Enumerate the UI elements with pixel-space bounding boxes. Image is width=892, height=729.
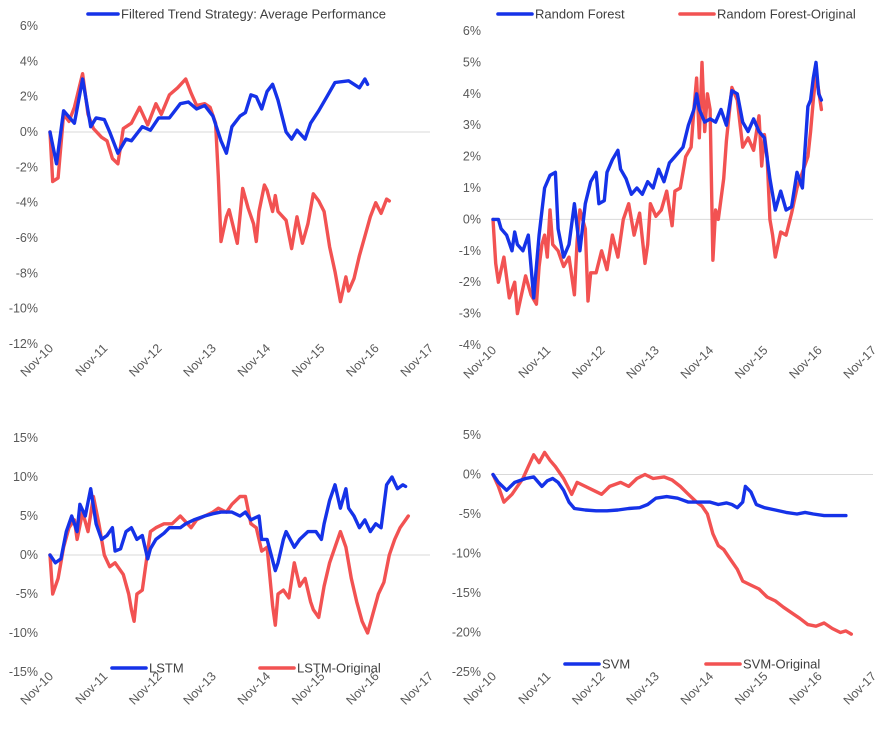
y-tick-label: 4% bbox=[20, 54, 38, 68]
chart-svm: 5%0%-5%-10%-15%-20%-25%Nov-10 Nov-11 Nov-1… bbox=[452, 428, 879, 708]
y-tick-label: -10% bbox=[452, 547, 481, 561]
x-tick-label: Nov-16 bbox=[786, 669, 824, 707]
y-tick-label: -2% bbox=[16, 160, 38, 174]
x-tick-label: Nov-17 bbox=[398, 341, 436, 379]
series-line-svm-original bbox=[491, 450, 853, 636]
y-tick-label: 2% bbox=[463, 150, 481, 164]
series-line-random-forest-original bbox=[48, 72, 391, 304]
y-tick-label: -4% bbox=[459, 338, 481, 352]
chart-filtered-trend: 6%4%2%0%-2%-4%-6%-8%-10%-12%Nov-10 Nov-11… bbox=[9, 7, 436, 380]
chart-random-forest: 6%5%4%3%2%1%0%-1%-2%-3%-4%Nov-10 Nov-11 No… bbox=[459, 7, 879, 382]
y-tick-label: 5% bbox=[20, 509, 38, 523]
y-tick-label: -20% bbox=[452, 626, 481, 640]
x-tick-label: Nov-13 bbox=[624, 669, 662, 707]
legend-label: SVM-Original bbox=[743, 657, 820, 672]
x-tick-label: Nov-17 bbox=[398, 669, 436, 707]
x-tick-label: Nov-12 bbox=[569, 669, 607, 707]
x-tick-label: Nov-15 bbox=[289, 341, 327, 379]
x-tick-label: Nov-13 bbox=[181, 341, 219, 379]
y-tick-label: -3% bbox=[459, 307, 481, 321]
x-tick-label: Nov-11 bbox=[73, 669, 111, 707]
x-tick-label: Nov-13 bbox=[624, 343, 662, 381]
x-tick-label: Nov-16 bbox=[786, 343, 824, 381]
x-tick-label: Nov-11 bbox=[516, 343, 554, 381]
y-tick-label: 1% bbox=[463, 181, 481, 195]
x-tick-label: Nov-11 bbox=[73, 341, 111, 379]
legend-label: Filtered Trend Strategy: Average Perform… bbox=[121, 7, 386, 22]
series-line-lstm bbox=[48, 475, 408, 573]
chart-lstm: 15%10%5%0%-5%-10%-15%Nov-10 Nov-11 Nov-12 N… bbox=[9, 431, 436, 708]
y-tick-label: -10% bbox=[9, 626, 38, 640]
legend-label: Random Forest-Original bbox=[717, 7, 856, 22]
x-tick-label: Nov-14 bbox=[235, 341, 273, 379]
y-tick-label: 15% bbox=[13, 431, 38, 445]
y-tick-label: 0% bbox=[20, 548, 38, 562]
y-tick-label: 5% bbox=[463, 428, 481, 442]
y-tick-label: 0% bbox=[463, 212, 481, 226]
series-line-random-forest-original bbox=[491, 60, 824, 316]
y-tick-label: -12% bbox=[9, 337, 38, 351]
y-tick-label: -5% bbox=[16, 587, 38, 601]
legend-label: SVM bbox=[602, 657, 630, 672]
x-tick-label: Nov-16 bbox=[343, 341, 381, 379]
legend-label: LSTM-Original bbox=[297, 661, 381, 676]
x-tick-label: Nov-14 bbox=[678, 669, 716, 707]
y-tick-label: -15% bbox=[9, 665, 38, 679]
x-tick-label: Nov-13 bbox=[181, 669, 219, 707]
y-tick-label: 6% bbox=[20, 19, 38, 33]
y-tick-label: -5% bbox=[459, 507, 481, 521]
y-tick-label: -2% bbox=[459, 275, 481, 289]
series-line-svm bbox=[491, 472, 848, 518]
y-tick-label: 2% bbox=[20, 90, 38, 104]
series-line-filtered-trend-strategy-average-performance bbox=[48, 77, 370, 166]
y-tick-label: 10% bbox=[13, 470, 38, 484]
y-tick-label: 6% bbox=[463, 24, 481, 38]
y-tick-label: -6% bbox=[16, 231, 38, 245]
x-tick-label: Nov-12 bbox=[126, 341, 164, 379]
y-tick-label: 0% bbox=[20, 125, 38, 139]
y-tick-label: -4% bbox=[16, 196, 38, 210]
y-tick-label: 3% bbox=[463, 118, 481, 132]
series-line-random-forest bbox=[491, 60, 824, 300]
legend-label: Random Forest bbox=[535, 7, 625, 22]
x-tick-label: Nov-15 bbox=[732, 669, 770, 707]
x-tick-label: Nov-11 bbox=[516, 669, 554, 707]
y-tick-label: -1% bbox=[459, 244, 481, 258]
y-tick-label: 5% bbox=[463, 55, 481, 69]
y-tick-label: -25% bbox=[452, 665, 481, 679]
y-tick-label: -15% bbox=[452, 586, 481, 600]
legend-label: LSTM bbox=[149, 661, 184, 676]
x-tick-label: Nov-12 bbox=[569, 343, 607, 381]
y-tick-label: -8% bbox=[16, 266, 38, 280]
x-tick-label: Nov-15 bbox=[732, 343, 770, 381]
series-line-lstm-original bbox=[48, 494, 410, 635]
y-tick-label: -10% bbox=[9, 302, 38, 316]
x-tick-label: Nov-14 bbox=[678, 343, 716, 381]
x-tick-label: Nov-14 bbox=[235, 669, 273, 707]
x-tick-label: Nov-17 bbox=[841, 669, 879, 707]
y-tick-label: 0% bbox=[463, 468, 481, 482]
x-tick-label: Nov-17 bbox=[841, 343, 879, 381]
y-tick-label: 4% bbox=[463, 87, 481, 101]
